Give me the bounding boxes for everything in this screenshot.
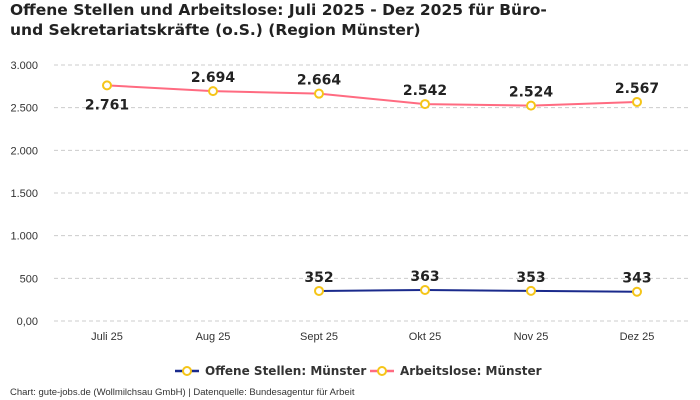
y-tick-label: 1.000 bbox=[10, 231, 38, 243]
x-tick-label: Dez 25 bbox=[620, 331, 655, 343]
legend-marker-icon bbox=[377, 366, 387, 376]
y-tick-label: 3.000 bbox=[10, 60, 38, 72]
legend-item[interactable]: Offene Stellen: Münster bbox=[175, 364, 366, 378]
x-tick-label: Okt 25 bbox=[409, 331, 441, 343]
data-point[interactable] bbox=[420, 285, 430, 296]
legend-item[interactable]: Arbeitslose: Münster bbox=[370, 364, 542, 378]
data-label: 353 bbox=[516, 270, 545, 286]
chart-title: Offene Stellen und Arbeitslose: Juli 202… bbox=[10, 1, 547, 39]
data-point[interactable] bbox=[632, 286, 642, 297]
y-tick-label: 1.500 bbox=[10, 188, 38, 200]
y-tick-label: 0,00 bbox=[17, 316, 38, 328]
data-point[interactable] bbox=[102, 80, 112, 91]
chart-source: Chart: gute-jobs.de (Wollmilchsau GmbH) … bbox=[10, 387, 355, 398]
x-tick-label: Juli 25 bbox=[91, 331, 123, 343]
data-point[interactable] bbox=[420, 99, 430, 110]
data-label: 2.567 bbox=[615, 81, 659, 97]
data-point[interactable] bbox=[314, 88, 324, 99]
legend-label: Arbeitslose: Münster bbox=[400, 364, 542, 378]
legend-label: Offene Stellen: Münster bbox=[205, 364, 366, 378]
y-tick-label: 2.500 bbox=[10, 103, 38, 115]
x-tick-label: Sept 25 bbox=[300, 331, 338, 343]
y-tick-label: 500 bbox=[20, 273, 38, 285]
data-label: 2.664 bbox=[297, 73, 342, 89]
data-label: 2.694 bbox=[191, 70, 236, 86]
x-tick-label: Aug 25 bbox=[196, 331, 231, 343]
data-label: 2.761 bbox=[85, 97, 129, 113]
data-point[interactable] bbox=[632, 96, 642, 107]
data-label: 352 bbox=[304, 270, 333, 286]
data-point[interactable] bbox=[314, 285, 324, 296]
series-line bbox=[318, 289, 638, 293]
data-point[interactable] bbox=[526, 100, 536, 111]
series-line bbox=[106, 84, 638, 107]
data-point[interactable] bbox=[208, 86, 218, 97]
data-label: 343 bbox=[622, 271, 651, 287]
legend-marker-icon bbox=[182, 366, 192, 376]
data-point[interactable] bbox=[526, 285, 536, 296]
y-tick-label: 2.000 bbox=[10, 145, 38, 157]
data-label: 363 bbox=[410, 269, 439, 285]
x-tick-label: Nov 25 bbox=[514, 331, 549, 343]
data-label: 2.542 bbox=[403, 83, 447, 99]
data-label: 2.524 bbox=[509, 85, 554, 101]
